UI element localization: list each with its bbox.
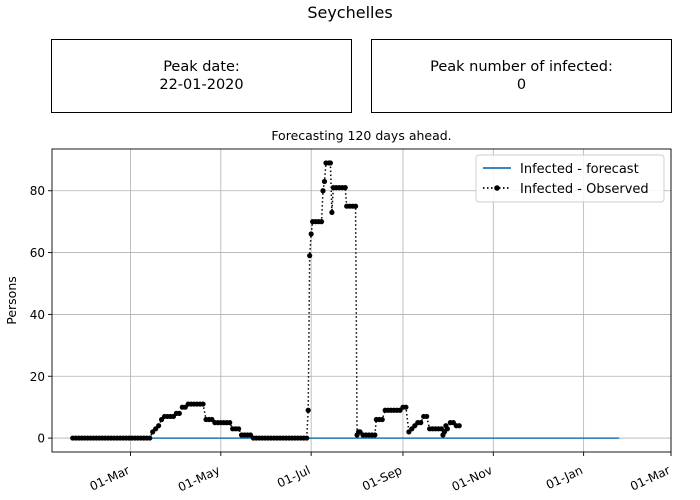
peak-date-label: Peak date: — [163, 59, 240, 75]
observed-point — [418, 420, 424, 426]
observed-point — [379, 416, 385, 423]
observed-point — [372, 432, 378, 438]
legend: Infected - forecast Infected - Observed — [475, 154, 665, 203]
observed-point — [342, 185, 348, 191]
legend-label-forecast: Infected - forecast — [520, 162, 639, 177]
legend-box — [475, 154, 665, 203]
observed-point — [200, 401, 206, 407]
y-tick-label: 0 — [37, 432, 45, 446]
observed-point — [304, 435, 310, 441]
peak-infected-box: Peak number of infected: 0 — [371, 39, 672, 113]
x-tick-label: 01-Sep — [360, 463, 404, 494]
observed-point — [156, 423, 162, 429]
observed-point — [424, 413, 430, 420]
x-tick-label: 01-Mar — [88, 463, 132, 494]
observed-point — [176, 410, 182, 416]
peak-date-value: 22-01-2020 — [159, 77, 244, 93]
series-observed-markers — [70, 160, 462, 441]
observed-point — [235, 426, 242, 432]
observed-point — [444, 426, 450, 432]
y-tick-label: 60 — [30, 246, 45, 260]
x-tick-label: 01-Jan — [544, 463, 585, 492]
observed-point — [403, 404, 409, 410]
observed-point — [307, 253, 313, 259]
legend-marker-observed — [494, 185, 500, 191]
observed-point — [227, 420, 233, 426]
plot-frame — [51, 148, 672, 453]
peak-infected-value: 0 — [516, 77, 527, 93]
page-title: Seychelles — [307, 3, 393, 22]
peak-date-box: Peak date: 22-01-2020 — [51, 39, 352, 113]
observed-point — [320, 188, 326, 194]
x-tick-label: 01-May — [176, 463, 222, 494]
observed-point — [327, 160, 334, 166]
observed-point — [352, 203, 359, 209]
observed-point — [456, 423, 462, 429]
y-tick-label: 40 — [30, 308, 45, 322]
x-tick-label: 01-Nov — [450, 463, 495, 494]
x-tick-label: 01-Mar — [628, 463, 672, 494]
y-tick-label: 80 — [30, 184, 45, 198]
y-tick-label: 20 — [30, 370, 45, 384]
observed-point — [321, 178, 328, 185]
peak-infected-label: Peak number of infected: — [430, 59, 613, 75]
y-axis-label: Persons — [4, 276, 19, 325]
axes — [51, 148, 672, 453]
observed-point — [147, 435, 153, 441]
observed-point — [305, 407, 311, 413]
observed-point — [308, 231, 314, 237]
observed-point — [318, 219, 325, 225]
legend-label-observed: Infected - Observed — [520, 182, 649, 197]
observed-point — [329, 209, 335, 215]
x-tick-label: 01-Jul — [275, 463, 312, 490]
chart-title: Forecasting 120 days ahead. — [271, 128, 451, 143]
